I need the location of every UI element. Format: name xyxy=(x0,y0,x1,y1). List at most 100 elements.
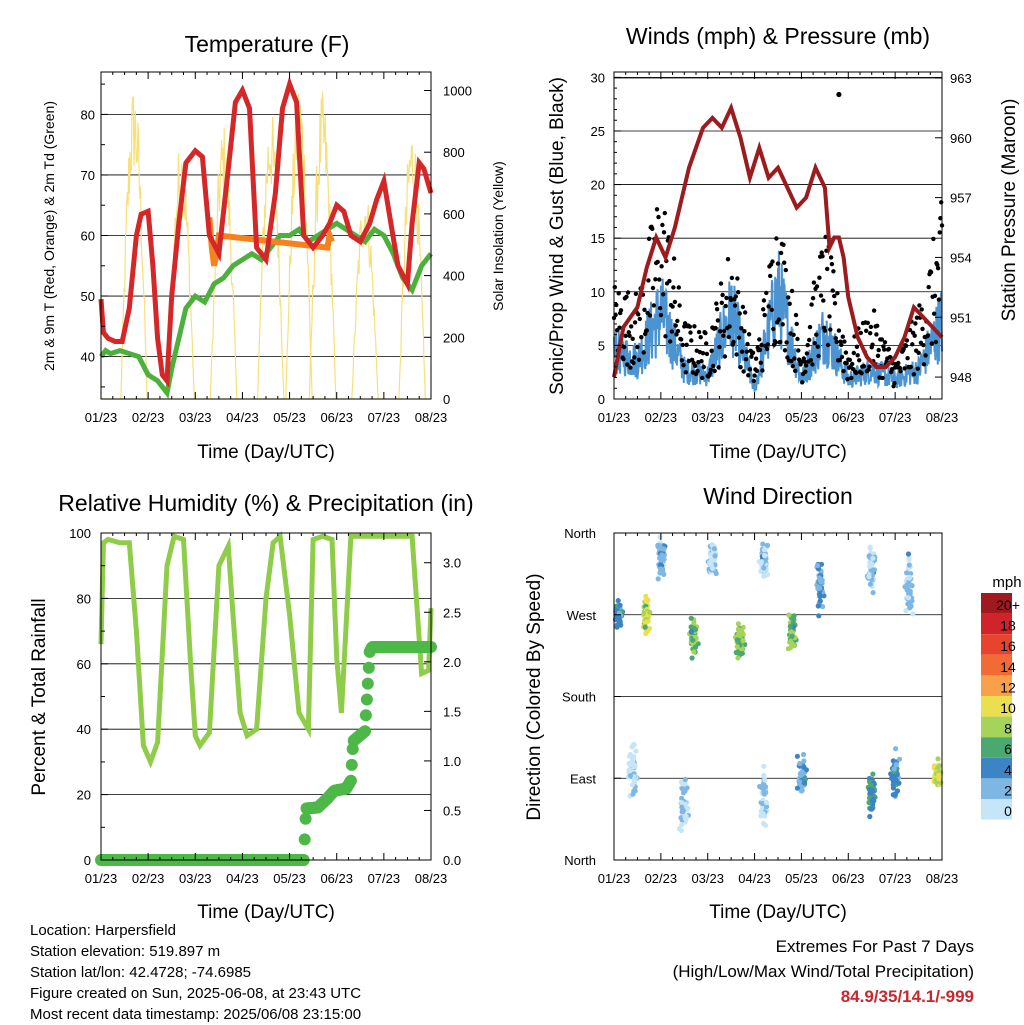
wind-gust-point xyxy=(701,364,706,370)
wind-gust-point xyxy=(913,321,918,326)
wind-gust-point xyxy=(880,375,885,381)
y2-tick-label: 954 xyxy=(950,250,972,265)
colorbar-swatch xyxy=(981,654,1012,676)
direction-point xyxy=(615,598,621,604)
wind-gust-point xyxy=(717,344,722,350)
direction-point xyxy=(896,756,903,762)
direction-point xyxy=(936,772,942,778)
direction-point xyxy=(758,560,764,566)
direction-point xyxy=(935,765,941,771)
direction-point xyxy=(740,638,746,644)
wind-gust-point xyxy=(668,339,673,344)
direction-point xyxy=(870,796,876,802)
direction-point xyxy=(630,754,636,761)
wind-gust-point xyxy=(653,277,658,282)
wind-gust-point xyxy=(764,346,770,352)
wind-gust-point xyxy=(761,298,767,303)
direction-point xyxy=(657,562,664,568)
wind-gust-point xyxy=(762,312,767,318)
wind-gust-point xyxy=(623,333,628,338)
station-info: Location: Harpersfield Station elevation… xyxy=(30,920,361,1025)
x-tick-label: 02/23 xyxy=(132,871,165,886)
wind-gust-point xyxy=(736,290,741,295)
wind-gust-point xyxy=(681,363,686,368)
wind-gust-series xyxy=(611,91,945,389)
wind-gust-point xyxy=(815,344,820,349)
wind-gust-point xyxy=(641,350,646,355)
temperature-xlabel: Time (Day/UTC) xyxy=(197,442,335,463)
wind-gust-point xyxy=(679,358,685,363)
x-tick-label: 02/23 xyxy=(645,871,678,886)
direction-point xyxy=(817,585,823,591)
wind-gust-point xyxy=(800,380,805,385)
wind-gust-point xyxy=(684,342,689,347)
wind-gust-point xyxy=(925,333,931,338)
direction-point xyxy=(764,571,770,578)
direction-point xyxy=(676,825,683,832)
y2-tick-label: 600 xyxy=(443,207,465,222)
wind-gust-point xyxy=(741,369,746,374)
wind-gust-point xyxy=(673,323,678,328)
wind-gust-point xyxy=(775,261,781,266)
wind-gust-point xyxy=(937,230,942,235)
figure-created: Figure created on Sun, 2025-06-08, at 23… xyxy=(30,985,362,1002)
wind-gust-point xyxy=(637,316,642,322)
direction-point xyxy=(691,620,697,626)
direction-point xyxy=(712,553,718,559)
wind-gust-point xyxy=(770,259,775,264)
wind-gust-point xyxy=(778,339,783,345)
direction-point xyxy=(678,779,685,785)
wind-gust-point xyxy=(708,367,713,372)
wind-gust-point xyxy=(868,324,874,330)
direction-point xyxy=(868,806,874,812)
wind-gust-point xyxy=(676,285,681,290)
direction-point xyxy=(734,637,740,643)
wind-gust-point xyxy=(729,275,735,281)
solar-insolation-trace xyxy=(120,96,148,400)
direction-tick-label: West xyxy=(567,608,597,623)
wind-gust-point xyxy=(709,348,714,353)
x-tick-label: 08/23 xyxy=(926,871,959,886)
direction-point xyxy=(794,785,801,791)
direction-point xyxy=(870,555,876,561)
wind-gust-point xyxy=(753,356,759,361)
pressure-ylabel: Station Pressure (Maroon) xyxy=(999,99,1020,322)
direction-point xyxy=(905,601,911,607)
wind-gust-point xyxy=(726,334,731,340)
wind-gust-point xyxy=(816,353,821,359)
wind-gust-point xyxy=(764,290,769,296)
direction-point xyxy=(935,756,941,762)
direction-point xyxy=(683,816,689,822)
precip-point xyxy=(362,661,375,674)
wind-gust-point xyxy=(760,368,765,373)
x-tick-label: 03/23 xyxy=(179,871,212,886)
direction-point xyxy=(799,769,805,775)
wind-gust-point xyxy=(935,266,941,271)
direction-point xyxy=(818,579,824,585)
station-pressure-line xyxy=(612,102,944,378)
direction-point xyxy=(906,557,912,563)
direction-point xyxy=(737,629,744,635)
x-tick-label: 03/23 xyxy=(691,410,724,425)
wind-gust-point xyxy=(731,339,736,345)
wind-gust-point xyxy=(904,338,910,343)
winds-title: Winds (mph) & Pressure (mb) xyxy=(626,23,930,49)
direction-point xyxy=(644,619,650,625)
direction-point xyxy=(907,591,913,597)
direction-point xyxy=(707,560,713,566)
wind-gust-point xyxy=(817,275,822,280)
y2-tick-label: 800 xyxy=(443,145,465,160)
wind-gust-point xyxy=(698,335,703,340)
y-tick-label: 80 xyxy=(81,107,95,122)
wind-gust-point xyxy=(679,337,684,342)
humidity-precip-panel: Relative Humidity (%) & Precipitation (i… xyxy=(29,490,474,923)
y2-tick-label: 1.0 xyxy=(443,754,461,769)
wind-gust-point xyxy=(707,371,713,376)
wind-gust-point xyxy=(914,315,920,320)
wind-gust-point xyxy=(672,299,678,305)
direction-point xyxy=(890,785,897,791)
wind-gust-point xyxy=(746,332,752,337)
y2-tick-label: 0 xyxy=(443,392,450,407)
wind-gust-point xyxy=(739,349,745,354)
